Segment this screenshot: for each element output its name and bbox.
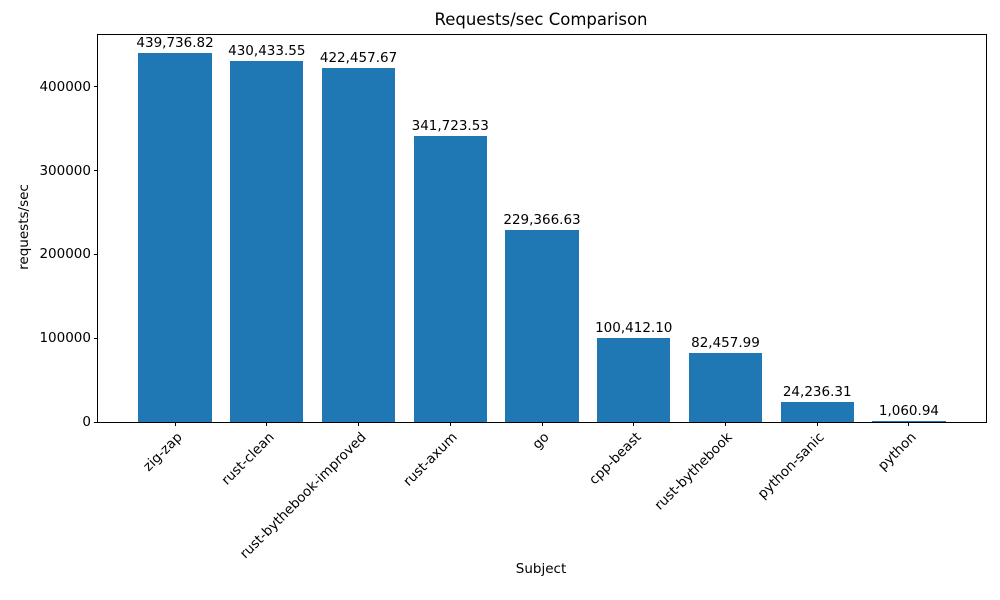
x-tick-mark bbox=[541, 422, 543, 426]
x-tick-label: rust-axum bbox=[400, 429, 461, 490]
y-tick-mark bbox=[94, 337, 98, 339]
x-tick-mark bbox=[908, 422, 910, 426]
bar bbox=[597, 337, 671, 422]
x-tick-label: go bbox=[529, 429, 553, 453]
y-tick-mark bbox=[94, 253, 98, 255]
x-tick-mark bbox=[449, 422, 451, 426]
x-tick-label: rust-bythebook bbox=[651, 429, 737, 514]
y-tick-label: 200000 bbox=[39, 246, 91, 263]
y-tick-label: 400000 bbox=[39, 78, 91, 95]
x-tick-mark bbox=[816, 422, 818, 426]
x-tick-label: rust-clean bbox=[218, 429, 278, 489]
y-tick-label: 0 bbox=[82, 414, 91, 430]
y-tick-label: 100000 bbox=[39, 330, 91, 347]
bar-value-label: 341,723.53 bbox=[411, 117, 489, 134]
y-axis-label: requests/sec bbox=[16, 184, 32, 270]
x-tick-mark bbox=[358, 422, 360, 426]
x-axis-label: Subject bbox=[515, 561, 567, 577]
bar-value-label: 430,433.55 bbox=[228, 43, 306, 60]
bar-value-label: 82,457.99 bbox=[691, 334, 760, 351]
bar bbox=[321, 67, 396, 422]
chart-title: Requests/sec Comparison bbox=[434, 10, 648, 29]
bar-value-label: 422,457.67 bbox=[319, 49, 398, 66]
y-tick-mark bbox=[94, 421, 98, 423]
x-tick-mark bbox=[724, 422, 726, 426]
bar bbox=[688, 352, 763, 422]
bar-value-label: 100,412.10 bbox=[595, 319, 673, 336]
x-tick-label: python-sanic bbox=[754, 429, 828, 503]
bar-value-label: 24,236.31 bbox=[782, 383, 852, 400]
y-tick-mark bbox=[94, 170, 98, 172]
x-tick-mark bbox=[266, 422, 268, 426]
y-tick-label: 300000 bbox=[39, 162, 91, 179]
bar-value-label: 439,736.82 bbox=[136, 35, 214, 52]
bar-value-label: 229,366.63 bbox=[503, 211, 581, 228]
bar bbox=[780, 401, 854, 422]
x-tick-label: zig-zap bbox=[140, 429, 186, 475]
bar-value-label: 1,060.94 bbox=[878, 403, 939, 420]
bar bbox=[505, 229, 579, 422]
bar bbox=[138, 53, 212, 422]
bar bbox=[230, 61, 304, 422]
x-tick-label: cpp-beast bbox=[585, 429, 645, 488]
x-tick-mark bbox=[633, 422, 635, 426]
bar bbox=[872, 421, 946, 422]
x-tick-label: python bbox=[874, 429, 920, 475]
x-tick-mark bbox=[174, 422, 176, 426]
bar bbox=[413, 135, 487, 422]
y-tick-mark bbox=[94, 86, 98, 88]
plot-area: 0 100000 200000 300000 400000 439,736.82 zig-z… bbox=[39, 34, 987, 562]
